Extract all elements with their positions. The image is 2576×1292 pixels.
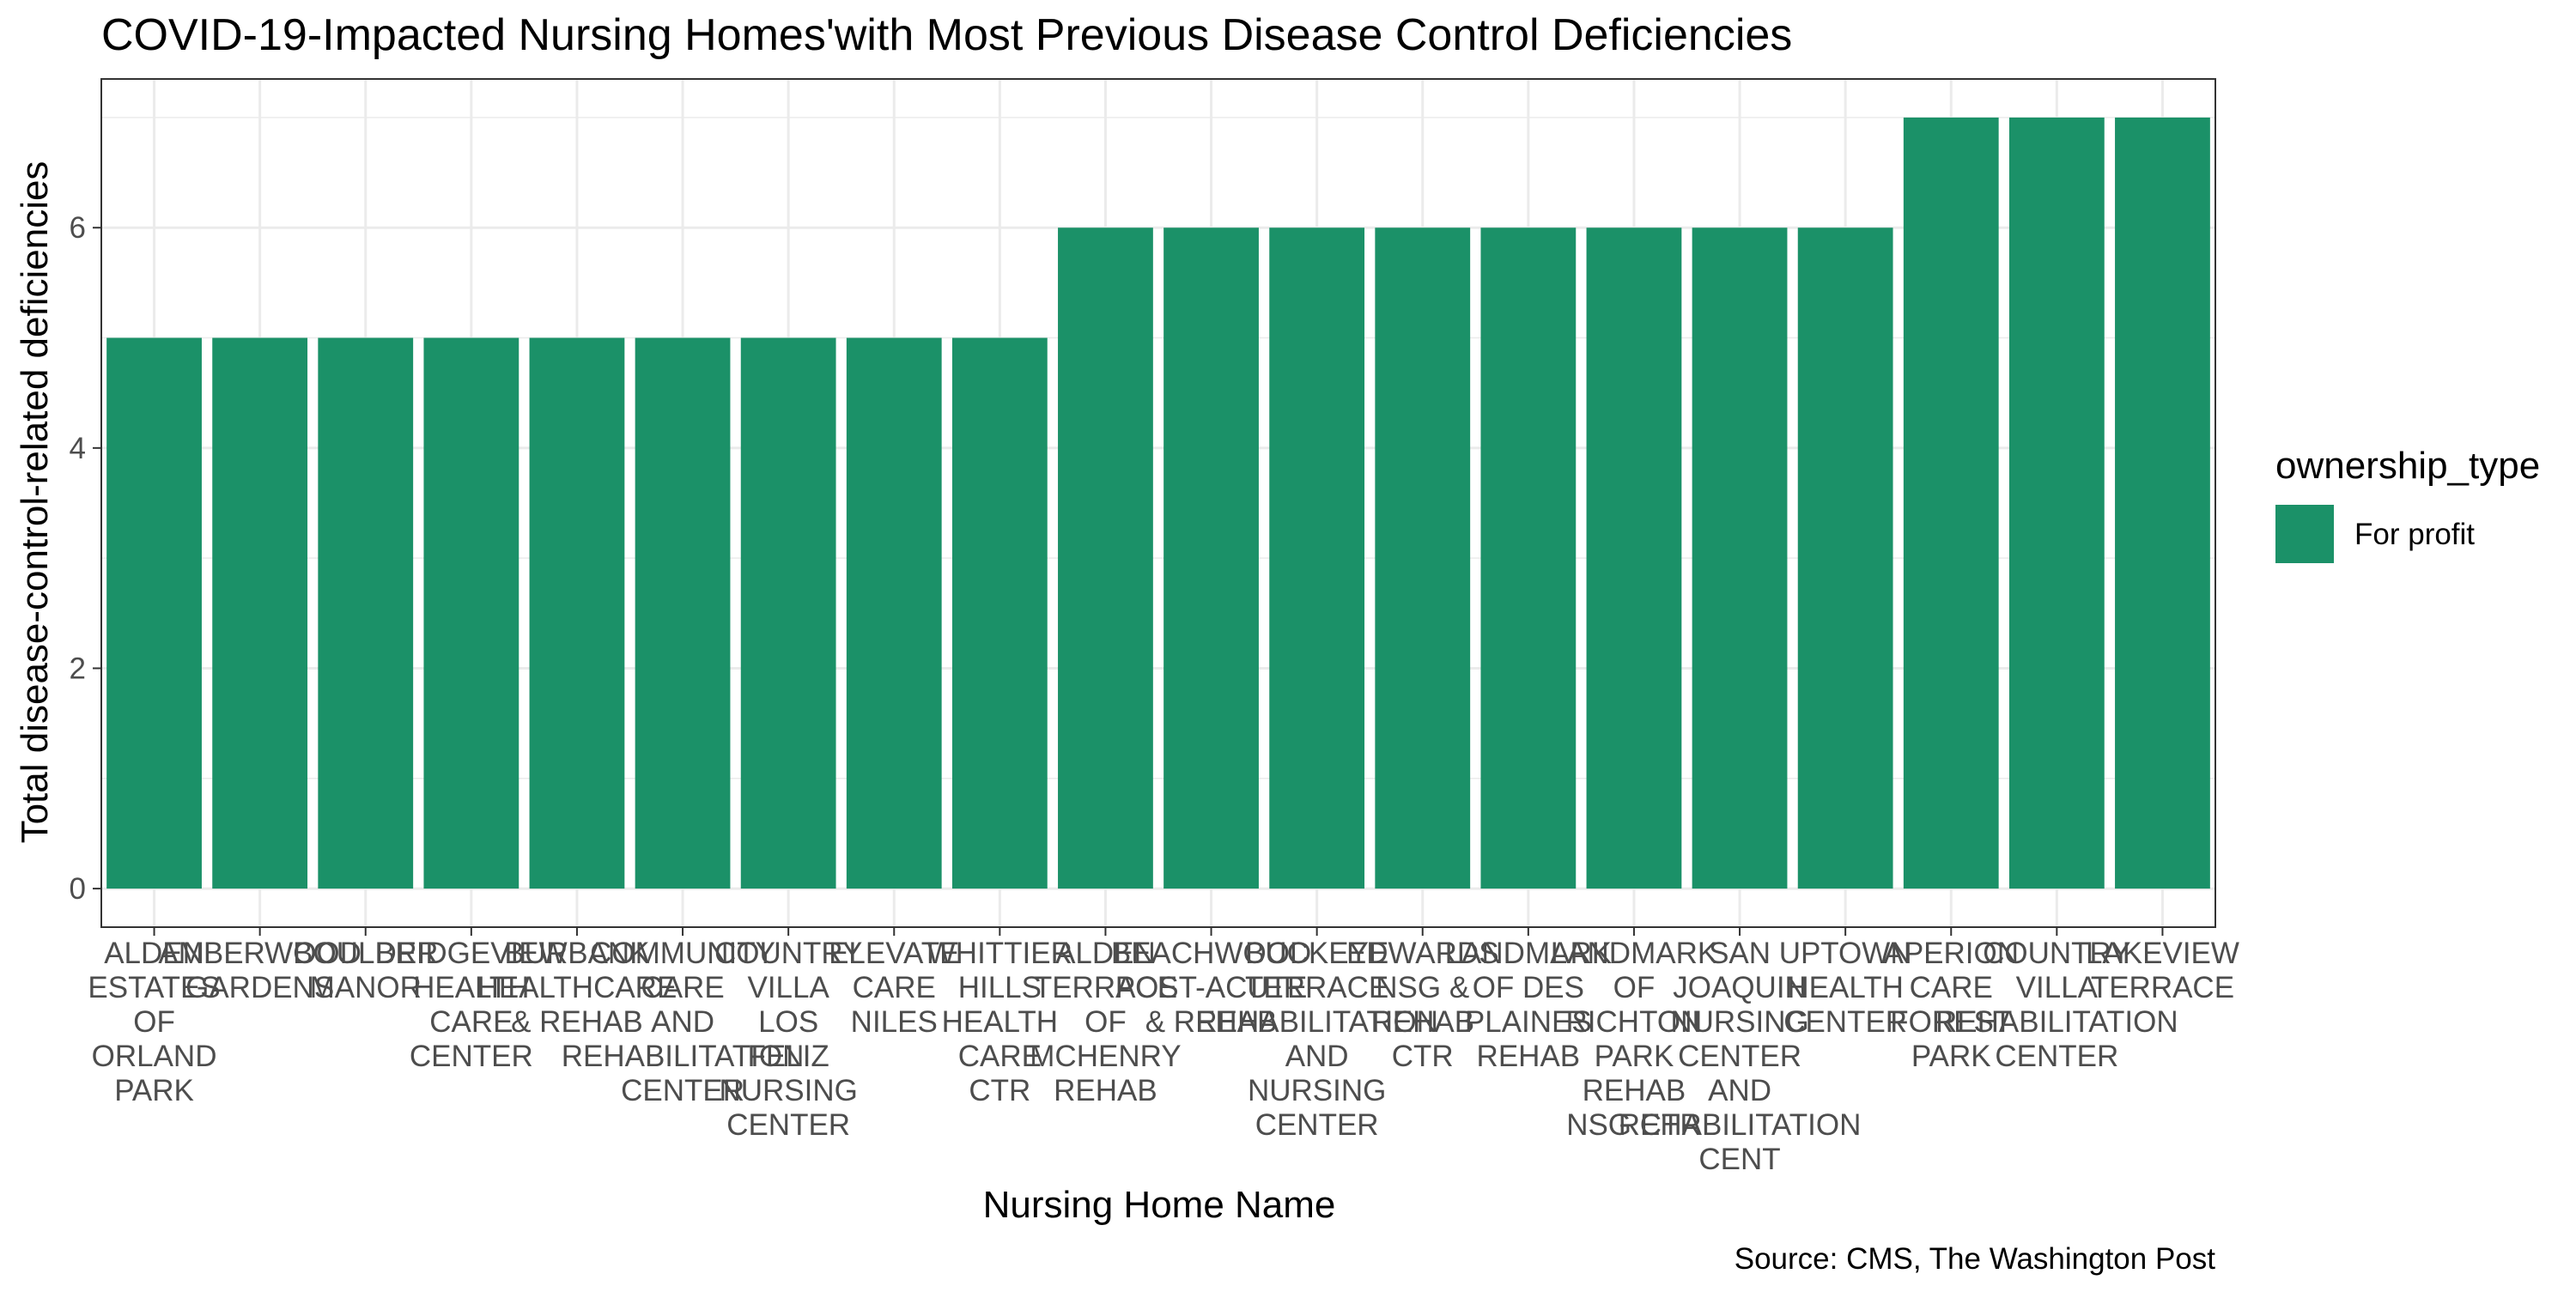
x-tick-label: ALDEN TERRACE OF MCHENRY REHAB [1030, 937, 1181, 1107]
x-tick-label: COUNTRY VILLA LOS FELIZ NURSING CENTER [714, 937, 862, 1142]
bar [951, 337, 1048, 889]
x-tick-label: COMMUNITY CARE AND REHABILITATION CENTER [562, 937, 805, 1107]
bar [1903, 117, 1999, 889]
y-axis-label: Total disease-control-related deficienci… [14, 161, 56, 844]
x-tick-label: ELEVATE CARE NILES [829, 937, 959, 1039]
x-axis-label: Nursing Home Name [983, 1184, 1336, 1226]
bar [2008, 117, 2105, 889]
bar [423, 337, 519, 889]
x-tick-label: LANDMARK OF RICHTON PARK REHAB NSG CTR [1551, 937, 1717, 1142]
x-tick-label: AMBERWOOD GARDENS [158, 937, 361, 1004]
bar [529, 337, 625, 889]
bar [1586, 227, 1682, 889]
bar [1692, 227, 1788, 889]
bar [740, 337, 836, 889]
bar [1163, 227, 1259, 889]
x-tick-label: LAKEVIEW TERRACE [2086, 937, 2239, 1004]
grid-lines [101, 79, 2215, 927]
legend-swatch [2275, 505, 2334, 563]
x-tick-label: ALDEN ESTATES OF ORLAND PARK [88, 937, 220, 1107]
x-tick-label: BOULDER MANOR [293, 937, 438, 1004]
bar [1797, 227, 1893, 889]
y-tick-label: 0 [70, 872, 86, 906]
bar [1269, 227, 1365, 889]
legend-title: ownership_type [2275, 445, 2540, 487]
bar [1480, 227, 1577, 889]
bar [318, 337, 414, 889]
bar [106, 337, 202, 889]
y-tick-label: 2 [70, 652, 86, 685]
legend-label: For profit [2354, 518, 2475, 551]
bar [1375, 227, 1471, 889]
y-tick-label: 4 [70, 432, 86, 465]
y-axis: 0 2 4 6 [70, 211, 101, 906]
x-tick-label: BURBANK HEALTHCARE & REHAB [477, 937, 677, 1039]
x-tick-label: LANDMARK OF DES PLAINES REHAB [1445, 937, 1612, 1073]
x-tick-label: BUCKEYE TERRACE REHABILITATION AND NURSING CE… [1195, 937, 1438, 1142]
caption: Source: CMS, The Washington Post [1735, 1242, 2216, 1276]
x-tick-label: COUNTRY VILLA REHABILITATION CENTER [1935, 937, 2178, 1073]
x-tick-label: SAN JOAQUIN NURSING CENTER AND REHABILITATION… [1619, 937, 1862, 1176]
x-tick-label: APERION CARE FOREST PARK [1883, 937, 2019, 1073]
plot-panel [101, 79, 2215, 927]
panel-border [100, 78, 2216, 928]
x-tick-label: BRIDGEVIEW HEALTH CARE CENTER [375, 937, 568, 1073]
x-tick-label: EDWARDS NSG & REHAB CTR [1346, 937, 1499, 1073]
bar [212, 337, 308, 889]
x-tick-label: UPTOWN HEALTH CENTER [1779, 937, 1912, 1039]
y-tick-label: 6 [70, 211, 86, 245]
x-tick-label: BEACHWOOD POST-ACUTE & REHAB [1111, 937, 1311, 1039]
bar [846, 337, 942, 889]
x-tick-label: WHITTIER HILLS HEALTH CARE CTR [927, 937, 1072, 1107]
bar [2115, 117, 2210, 889]
chart-title: COVID-19-Impacted Nursing Homes'with Mos… [101, 10, 1792, 60]
bar [635, 337, 731, 889]
bar [1058, 227, 1153, 889]
bars [106, 117, 2210, 889]
